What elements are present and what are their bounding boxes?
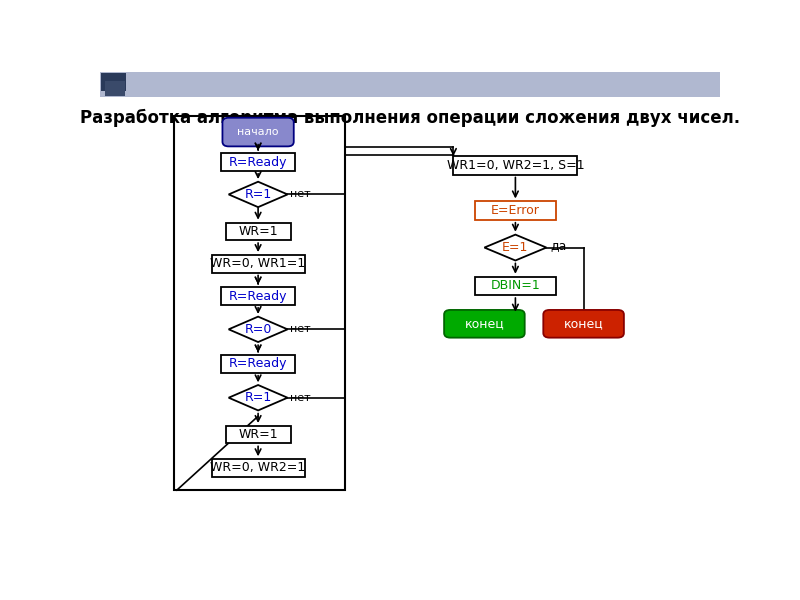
Text: конец: конец bbox=[465, 317, 504, 330]
Text: WR1=0, WR2=1, S=1: WR1=0, WR2=1, S=1 bbox=[446, 159, 584, 172]
Text: E=Error: E=Error bbox=[491, 204, 540, 217]
Text: Разработка алгоритма выполнения операции сложения двух чисел.: Разработка алгоритма выполнения операции… bbox=[80, 109, 740, 127]
Text: R=Ready: R=Ready bbox=[229, 290, 287, 302]
Bar bbox=[100, 72, 720, 97]
Text: E=1: E=1 bbox=[502, 241, 529, 254]
Polygon shape bbox=[485, 235, 546, 260]
Polygon shape bbox=[229, 182, 287, 207]
Bar bbox=[221, 355, 295, 373]
Text: нет: нет bbox=[290, 188, 311, 199]
FancyBboxPatch shape bbox=[543, 310, 624, 338]
Bar bbox=[105, 81, 125, 96]
Bar bbox=[174, 116, 345, 490]
Bar bbox=[211, 459, 305, 477]
Polygon shape bbox=[229, 317, 287, 342]
Bar bbox=[475, 277, 556, 295]
Text: нет: нет bbox=[290, 325, 311, 334]
Text: WR=1: WR=1 bbox=[238, 225, 278, 238]
Text: R=1: R=1 bbox=[245, 188, 272, 201]
Bar bbox=[221, 287, 295, 305]
Text: WR=0, WR2=1: WR=0, WR2=1 bbox=[210, 461, 306, 475]
Text: да: да bbox=[550, 239, 567, 252]
Text: R=0: R=0 bbox=[245, 323, 272, 336]
Text: DBIN=1: DBIN=1 bbox=[490, 280, 540, 292]
Text: R=1: R=1 bbox=[245, 391, 272, 404]
Text: R=Ready: R=Ready bbox=[229, 358, 287, 370]
Bar bbox=[211, 255, 305, 272]
Bar bbox=[454, 156, 578, 175]
Bar bbox=[226, 426, 290, 443]
Polygon shape bbox=[229, 385, 287, 410]
Text: R=Ready: R=Ready bbox=[229, 155, 287, 169]
FancyBboxPatch shape bbox=[444, 310, 525, 338]
FancyBboxPatch shape bbox=[222, 118, 294, 146]
Text: конец: конец bbox=[564, 317, 603, 330]
Bar bbox=[221, 154, 295, 171]
Bar bbox=[226, 223, 290, 240]
Bar bbox=[102, 73, 126, 91]
Text: начало: начало bbox=[238, 127, 279, 137]
Text: нет: нет bbox=[290, 393, 311, 403]
Text: WR=0, WR1=1: WR=0, WR1=1 bbox=[210, 257, 306, 270]
Bar bbox=[475, 202, 556, 220]
Text: WR=1: WR=1 bbox=[238, 428, 278, 441]
